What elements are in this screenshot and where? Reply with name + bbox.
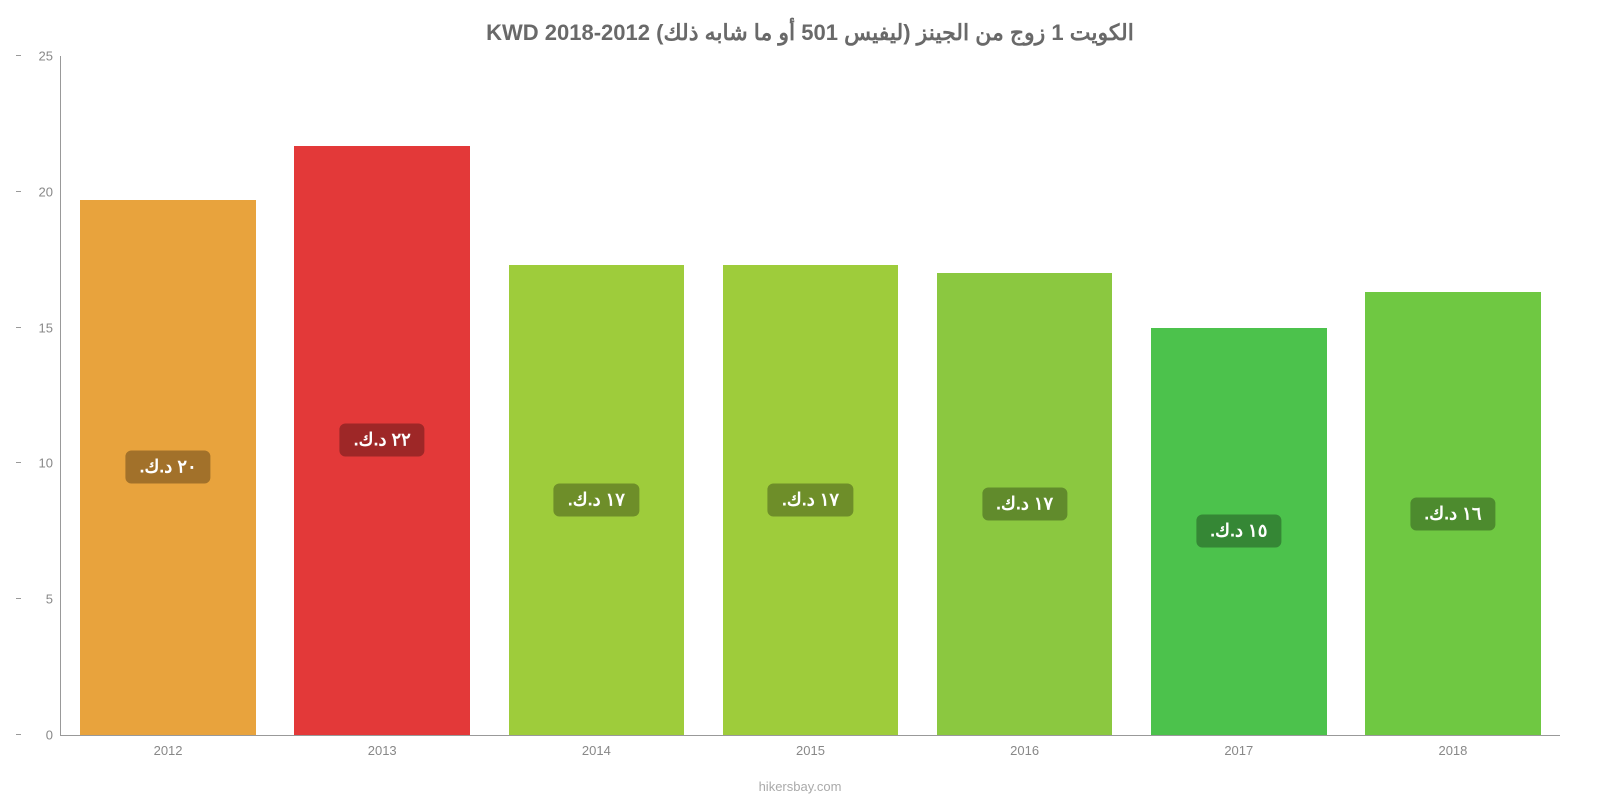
y-tick-mark xyxy=(16,462,21,463)
bar-slot: ١٧ د.ك. xyxy=(489,56,703,735)
bar: ١٧ د.ك. xyxy=(937,273,1113,735)
bar-value-label: ٢٢ د.ك. xyxy=(340,424,425,457)
y-tick-label: 25 xyxy=(39,49,53,64)
bar: ٢٢ د.ك. xyxy=(294,146,470,735)
plot-area: 0510152025 ٢٠ د.ك.٢٢ د.ك.١٧ د.ك.١٧ د.ك.١… xyxy=(60,56,1560,736)
x-tick-label: 2013 xyxy=(368,743,397,758)
x-axis: 2012 2013 2014 2015 2016 2017 2018 xyxy=(61,735,1560,765)
chart-title: الكويت 1 زوج من الجينز (ليفيس 501 أو ما … xyxy=(60,20,1560,46)
bars-area: ٢٠ د.ك. ٢٢ د.ك. ١٧ د.ك. ١٧ د.ك. ١٧ د.ك. ١٥ د.… xyxy=(61,56,1560,735)
bar-slot: ١٥ د.ك. xyxy=(1132,56,1346,735)
y-tick-label: 10 xyxy=(39,456,53,471)
bar-slot: ١٧ د.ك. xyxy=(918,56,1132,735)
bar-slot: ٢٢ د.ك. xyxy=(275,56,489,735)
bar-value-label: ٢٠ د.ك. xyxy=(125,451,210,484)
y-tick-mark xyxy=(16,55,21,56)
bar-slot: ٢٠ د.ك. xyxy=(61,56,275,735)
bar-slot: ١٧ د.ك. xyxy=(703,56,917,735)
x-tick-label: 2014 xyxy=(582,743,611,758)
bar-value-label: ١٧ د.ك. xyxy=(554,484,639,517)
x-tick-label: 2018 xyxy=(1438,743,1467,758)
bar: ٢٠ د.ك. xyxy=(80,200,256,735)
y-tick-label: 5 xyxy=(46,592,53,607)
bar-value-label: ١٦ د.ك. xyxy=(1410,497,1495,530)
bar: ١٧ د.ك. xyxy=(509,265,685,735)
bar-value-label: ١٧ د.ك. xyxy=(768,484,853,517)
bar-value-label: ١٧ د.ك. xyxy=(982,488,1067,521)
x-tick-label: 2015 xyxy=(796,743,825,758)
y-tick-mark xyxy=(16,327,21,328)
bar: ١٥ د.ك. xyxy=(1151,328,1327,735)
y-tick-label: 15 xyxy=(39,320,53,335)
x-tick-label: 2017 xyxy=(1224,743,1253,758)
y-tick-mark xyxy=(16,734,21,735)
y-tick-mark xyxy=(16,598,21,599)
bar: ١٦ د.ك. xyxy=(1365,292,1541,735)
y-axis: 0510152025 xyxy=(21,56,61,735)
attribution-text: hikersbay.com xyxy=(759,779,842,794)
y-tick-label: 20 xyxy=(39,184,53,199)
x-tick-label: 2012 xyxy=(154,743,183,758)
y-tick-mark xyxy=(16,191,21,192)
x-tick-label: 2016 xyxy=(1010,743,1039,758)
bar-value-label: ١٥ د.ك. xyxy=(1196,515,1281,548)
bar: ١٧ د.ك. xyxy=(723,265,899,735)
chart-container: الكويت 1 زوج من الجينز (ليفيس 501 أو ما … xyxy=(0,0,1600,800)
bar-slot: ١٦ د.ك. xyxy=(1346,56,1560,735)
y-tick-label: 0 xyxy=(46,728,53,743)
